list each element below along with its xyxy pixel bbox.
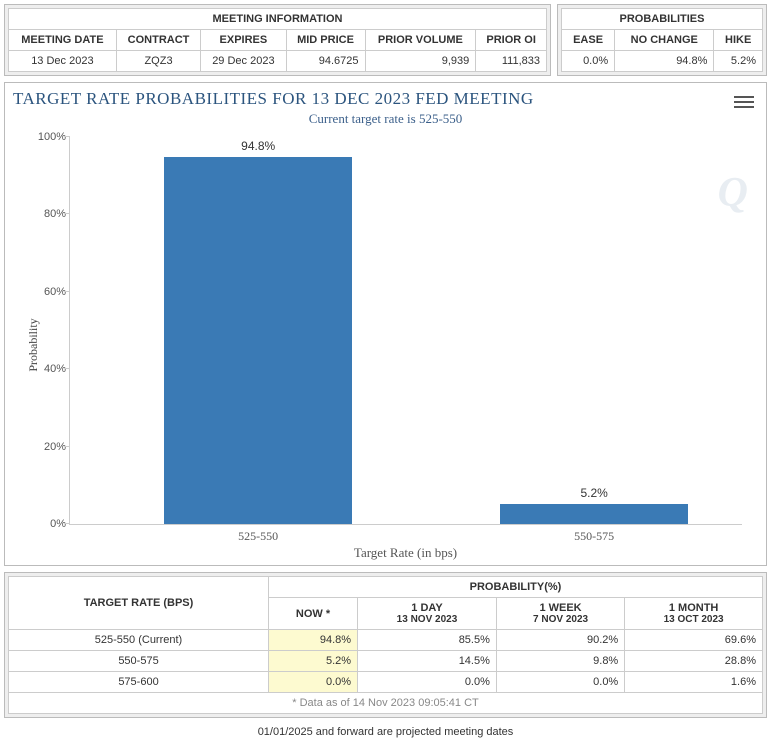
probabilities-panel: PROBABILITIES EASE NO CHANGE HIKE 0.0% 9… bbox=[557, 4, 767, 76]
chart-menu-button[interactable] bbox=[734, 93, 754, 111]
meeting-info-table: MEETING DATE CONTRACT EXPIRES MID PRICE … bbox=[8, 29, 547, 72]
meeting-info-title: MEETING INFORMATION bbox=[8, 8, 547, 29]
table-row: 550-5755.2%14.5%9.8%28.8% bbox=[9, 651, 763, 672]
hist-cell: 1.6% bbox=[625, 672, 763, 693]
hist-cell: 0.0% bbox=[496, 672, 624, 693]
probabilities-table: EASE NO CHANGE HIKE 0.0% 94.8% 5.2% bbox=[561, 29, 763, 72]
pr-c0: 0.0% bbox=[562, 51, 615, 72]
hist-cell: 0.0% bbox=[269, 672, 358, 693]
hist-rowhead: TARGET RATE (BPS) bbox=[9, 577, 269, 630]
hist-rowlabel: 550-575 bbox=[9, 651, 269, 672]
hist-cell: 90.2% bbox=[496, 630, 624, 651]
mi-c0: 13 Dec 2023 bbox=[9, 51, 117, 72]
hist-rowlabel: 525-550 (Current) bbox=[9, 630, 269, 651]
mi-h0: MEETING DATE bbox=[9, 30, 117, 51]
mi-h2: EXPIRES bbox=[201, 30, 286, 51]
hist-cell: 0.0% bbox=[358, 672, 497, 693]
hist-cell: 9.8% bbox=[496, 651, 624, 672]
mi-h5: PRIOR OI bbox=[476, 30, 547, 51]
ytick: 100% bbox=[26, 131, 66, 143]
hist-col: 1 MONTH13 OCT 2023 bbox=[625, 598, 763, 630]
pr-c2: 5.2% bbox=[714, 51, 763, 72]
ytick: 80% bbox=[26, 208, 66, 220]
ytick: 0% bbox=[26, 518, 66, 530]
chart-subtitle: Current target rate is 525-550 bbox=[13, 111, 758, 127]
ytick: 60% bbox=[26, 286, 66, 298]
chart-panel: TARGET RATE PROBABILITIES FOR 13 DEC 202… bbox=[4, 82, 767, 566]
history-panel: TARGET RATE (BPS) PROBABILITY(%) NOW *1 … bbox=[4, 572, 767, 718]
bar-label: 94.8% bbox=[164, 139, 352, 153]
probabilities-title: PROBABILITIES bbox=[561, 8, 763, 29]
mi-c4: 9,939 bbox=[365, 51, 476, 72]
hist-col: 1 WEEK7 NOV 2023 bbox=[496, 598, 624, 630]
xtick: 525-550 bbox=[238, 529, 278, 544]
pr-h1: NO CHANGE bbox=[615, 30, 714, 51]
mi-c1: ZQZ3 bbox=[116, 51, 201, 72]
mi-h4: PRIOR VOLUME bbox=[365, 30, 476, 51]
bar-label: 5.2% bbox=[500, 486, 688, 500]
hist-cell: 28.8% bbox=[625, 651, 763, 672]
chart-title: TARGET RATE PROBABILITIES FOR 13 DEC 202… bbox=[13, 89, 758, 109]
hist-col: 1 DAY13 NOV 2023 bbox=[358, 598, 497, 630]
table-row: 575-6000.0%0.0%0.0%1.6% bbox=[9, 672, 763, 693]
history-table: TARGET RATE (BPS) PROBABILITY(%) NOW *1 … bbox=[8, 576, 763, 693]
hist-cell: 14.5% bbox=[358, 651, 497, 672]
bar-525-550[interactable]: 94.8% bbox=[164, 157, 352, 524]
meeting-info-panel: MEETING INFORMATION MEETING DATE CONTRAC… bbox=[4, 4, 551, 76]
mi-c2: 29 Dec 2023 bbox=[201, 51, 286, 72]
plot-region: 0%20%40%60%80%100%94.8%525-5505.2%550-57… bbox=[69, 137, 742, 525]
hist-rowlabel: 575-600 bbox=[9, 672, 269, 693]
pr-h2: HIKE bbox=[714, 30, 763, 51]
pr-h0: EASE bbox=[562, 30, 615, 51]
hist-cell: 69.6% bbox=[625, 630, 763, 651]
hist-cell: 5.2% bbox=[269, 651, 358, 672]
pr-c1: 94.8% bbox=[615, 51, 714, 72]
xtick: 550-575 bbox=[574, 529, 614, 544]
history-footnote: * Data as of 14 Nov 2023 09:05:41 CT bbox=[8, 693, 763, 714]
hist-cell: 85.5% bbox=[358, 630, 497, 651]
x-axis-label: Target Rate (in bps) bbox=[314, 545, 457, 561]
hist-col: NOW * bbox=[269, 598, 358, 630]
mi-c3: 94.6725 bbox=[286, 51, 365, 72]
projected-note: 01/01/2025 and forward are projected mee… bbox=[4, 722, 767, 742]
mi-c5: 111,833 bbox=[476, 51, 547, 72]
mi-h1: CONTRACT bbox=[116, 30, 201, 51]
mi-h3: MID PRICE bbox=[286, 30, 365, 51]
ytick: 40% bbox=[26, 363, 66, 375]
hist-colhead: PROBABILITY(%) bbox=[269, 577, 763, 598]
hist-cell: 94.8% bbox=[269, 630, 358, 651]
ytick: 20% bbox=[26, 441, 66, 453]
table-row: 525-550 (Current)94.8%85.5%90.2%69.6% bbox=[9, 630, 763, 651]
bar-550-575[interactable]: 5.2% bbox=[500, 504, 688, 524]
chart-area: Probability Q 0%20%40%60%80%100%94.8%525… bbox=[13, 131, 758, 559]
